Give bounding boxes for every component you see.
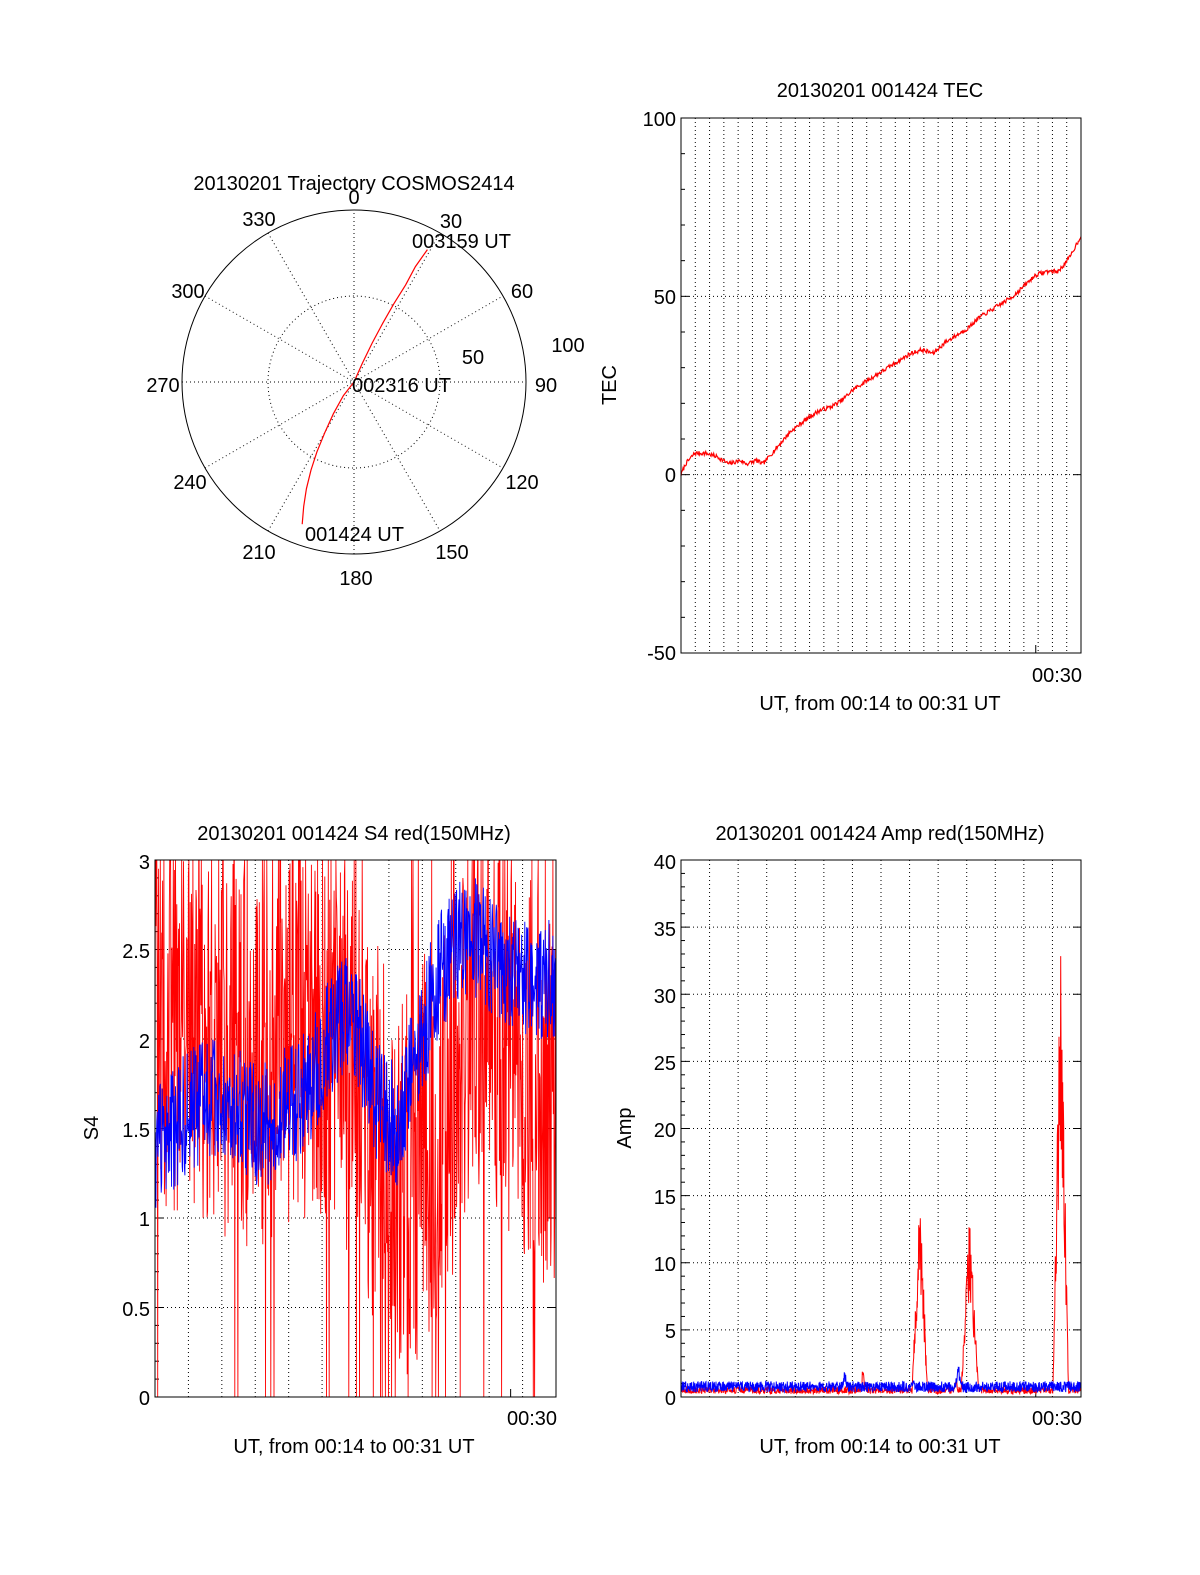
s4-chart: 20130201 001424 S4 red(150MHz) S4 00:30 … (81, 823, 557, 1458)
angle-label-210: 210 (242, 542, 275, 564)
tec-ylabel: TEC (599, 365, 621, 405)
trajectory-series (301, 249, 428, 525)
angle-label-60: 60 (511, 281, 533, 303)
amp-xtick-label: 00:30 (1032, 1408, 1082, 1430)
angle-label-180: 180 (339, 568, 372, 590)
amp-ytick-label: 25 (654, 1053, 676, 1075)
s4-xtick-label: 00:30 (507, 1408, 557, 1430)
trajectory-start-label: 001424 UT (305, 524, 404, 546)
amp-blue-line (680, 1366, 1082, 1394)
s4-ytick-label: 2 (139, 1031, 150, 1053)
tec-ytick-label: 0 (665, 465, 676, 487)
tec-line (680, 236, 1082, 476)
amp-xlabel: UT, from 00:14 to 00:31 UT (759, 1436, 1000, 1458)
trajectory-chart: 20130201 Trajectory COSMOS2414 0 30 60 9… (146, 173, 584, 590)
tec-ytick-label: 50 (654, 287, 676, 309)
amp-frame (680, 859, 1082, 1398)
amp-ytick-label: 40 (654, 852, 676, 874)
angle-label-300: 300 (171, 281, 204, 303)
tec-title: 20130201 001424 TEC (777, 80, 983, 102)
angle-label-120: 120 (505, 472, 538, 494)
s4-ytick-label: 3 (139, 852, 150, 874)
tec-frame (680, 117, 1082, 654)
radius-label-100: 100 (551, 335, 584, 357)
polar-angle-labels: 0 30 60 90 120 150 180 210 240 270 300 3… (146, 187, 557, 590)
amp-ytick-label: 10 (654, 1254, 676, 1276)
s4-ytick-label: 0 (139, 1388, 150, 1410)
tec-ytick-label: -50 (647, 643, 676, 665)
s4-frame (154, 859, 557, 1398)
tec-xtick-label: 00:30 (1032, 665, 1082, 687)
s4-title: 20130201 001424 S4 red(150MHz) (197, 823, 511, 845)
amp-ytick-label: 35 (654, 919, 676, 941)
angle-label-90: 90 (535, 375, 557, 397)
angle-label-0: 0 (348, 187, 359, 209)
angle-label-30: 30 (440, 211, 462, 233)
s4-xlabel: UT, from 00:14 to 00:31 UT (233, 1436, 474, 1458)
s4-ytick-label: 0.5 (122, 1299, 150, 1321)
angle-label-270: 270 (146, 375, 179, 397)
amp-ytick-label: 20 (654, 1120, 676, 1142)
amp-series (680, 956, 1082, 1396)
radius-label-50: 50 (462, 347, 484, 369)
polar-inner-circle (267, 295, 441, 469)
amp-ytick-label: 0 (665, 1388, 676, 1410)
s4-ytick-label: 2.5 (122, 941, 150, 963)
s4-ylabel: S4 (81, 1116, 103, 1140)
s4-series (154, 859, 557, 1398)
angle-label-150: 150 (435, 542, 468, 564)
amp-chart: 20130201 001424 Amp red(150MHz) Amp 00:3… (614, 823, 1082, 1458)
amp-ytick-label: 30 (654, 986, 676, 1008)
amp-ytick-label: 5 (665, 1321, 676, 1343)
polar-outer-circle (181, 209, 527, 555)
trajectory-line (301, 249, 428, 525)
tec-grid (681, 117, 1081, 654)
tec-xlabel: UT, from 00:14 to 00:31 UT (759, 693, 1000, 715)
trajectory-mid-label: 002316 UT (352, 375, 451, 397)
s4-blue-line (154, 878, 557, 1208)
tec-chart: 20130201 001424 TEC TEC 00:30 UT, from 0… (599, 80, 1082, 715)
s4-ytick-label: 1.5 (122, 1120, 150, 1142)
angle-label-240: 240 (173, 472, 206, 494)
s4-ytick-label: 1 (139, 1209, 150, 1231)
trajectory-end-label: 003159 UT (412, 231, 511, 253)
angle-label-330: 330 (242, 209, 275, 231)
tec-series (680, 236, 1082, 476)
amp-grid (681, 859, 1081, 1398)
amp-title: 20130201 001424 Amp red(150MHz) (715, 823, 1044, 845)
amp-ylabel: Amp (614, 1107, 636, 1148)
amp-ytick-label: 15 (654, 1187, 676, 1209)
tec-ytick-label: 100 (643, 109, 676, 131)
trajectory-title: 20130201 Trajectory COSMOS2414 (193, 173, 514, 195)
